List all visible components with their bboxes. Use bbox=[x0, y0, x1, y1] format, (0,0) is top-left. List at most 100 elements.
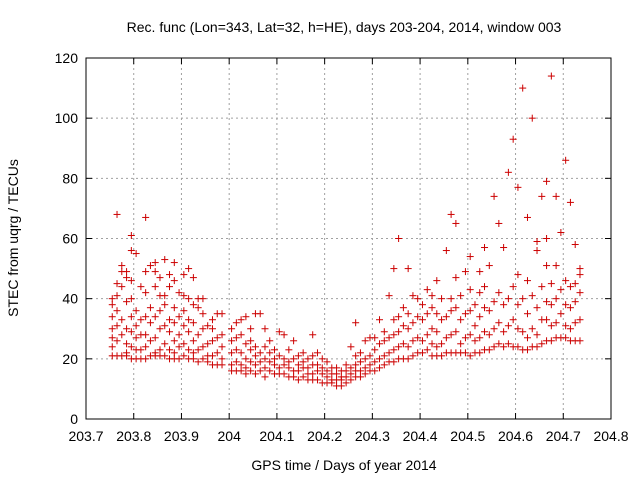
data-point bbox=[481, 283, 489, 291]
data-point bbox=[175, 355, 183, 363]
data-point bbox=[447, 307, 455, 315]
data-point bbox=[180, 322, 188, 330]
data-point bbox=[356, 349, 364, 357]
data-point bbox=[490, 298, 498, 306]
data-point bbox=[318, 364, 326, 372]
x-tick-label: 203.8 bbox=[116, 428, 151, 444]
data-point bbox=[313, 376, 321, 384]
data-point bbox=[247, 325, 255, 333]
data-point bbox=[514, 271, 522, 279]
data-point bbox=[175, 289, 183, 297]
data-point bbox=[313, 361, 321, 369]
data-point bbox=[495, 319, 503, 327]
data-point bbox=[247, 346, 255, 354]
x-tick-label: 204.7 bbox=[546, 428, 581, 444]
data-point bbox=[213, 334, 221, 342]
data-point bbox=[156, 274, 164, 282]
data-point bbox=[166, 328, 174, 336]
data-point bbox=[123, 274, 131, 282]
data-point bbox=[271, 355, 279, 363]
data-point bbox=[428, 340, 436, 348]
x-tick-label: 204.1 bbox=[259, 428, 294, 444]
data-point bbox=[509, 135, 517, 143]
data-point bbox=[194, 331, 202, 339]
data-point bbox=[342, 367, 350, 375]
data-point bbox=[142, 213, 150, 221]
data-point bbox=[452, 304, 460, 312]
data-point bbox=[495, 289, 503, 297]
data-point bbox=[547, 322, 555, 330]
data-point bbox=[237, 316, 245, 324]
data-point bbox=[232, 358, 240, 366]
data-point bbox=[166, 346, 174, 354]
data-point bbox=[266, 349, 274, 357]
data-point bbox=[481, 328, 489, 336]
data-point bbox=[208, 325, 216, 333]
data-point bbox=[538, 340, 546, 348]
data-point bbox=[127, 328, 135, 336]
data-point bbox=[237, 361, 245, 369]
data-point bbox=[199, 310, 207, 318]
data-point bbox=[576, 289, 584, 297]
data-point bbox=[428, 304, 436, 312]
data-point bbox=[418, 349, 426, 357]
data-point bbox=[237, 367, 245, 375]
data-point bbox=[390, 346, 398, 354]
data-point bbox=[576, 316, 584, 324]
data-point bbox=[576, 271, 584, 279]
y-tick-label: 20 bbox=[62, 351, 78, 367]
data-point bbox=[132, 307, 140, 315]
data-point bbox=[385, 292, 393, 300]
data-point bbox=[142, 343, 150, 351]
data-point bbox=[189, 319, 197, 327]
data-point bbox=[228, 349, 236, 357]
data-point bbox=[466, 352, 474, 360]
data-point bbox=[476, 268, 484, 276]
data-point bbox=[495, 219, 503, 227]
data-point bbox=[543, 177, 551, 185]
data-point bbox=[476, 349, 484, 357]
data-point bbox=[323, 358, 331, 366]
data-point bbox=[509, 283, 517, 291]
data-point bbox=[218, 343, 226, 351]
data-point bbox=[533, 238, 541, 246]
data-point bbox=[557, 310, 565, 318]
data-point bbox=[366, 352, 374, 360]
x-tick-label: 204.6 bbox=[498, 428, 533, 444]
data-point bbox=[142, 313, 150, 321]
data-point bbox=[132, 322, 140, 330]
data-point bbox=[204, 322, 212, 330]
data-point bbox=[127, 313, 135, 321]
data-point bbox=[185, 328, 193, 336]
data-point bbox=[275, 364, 283, 372]
data-point bbox=[543, 298, 551, 306]
data-point bbox=[242, 355, 250, 363]
data-point bbox=[146, 304, 154, 312]
data-point bbox=[352, 319, 360, 327]
data-point bbox=[118, 283, 126, 291]
data-point bbox=[509, 316, 517, 324]
data-point bbox=[166, 316, 174, 324]
data-point bbox=[371, 358, 379, 366]
data-point bbox=[485, 346, 493, 354]
data-point bbox=[523, 277, 531, 285]
data-point bbox=[428, 325, 436, 333]
data-point bbox=[504, 322, 512, 330]
data-point bbox=[557, 286, 565, 294]
data-point bbox=[504, 340, 512, 348]
data-point bbox=[552, 295, 560, 303]
data-point bbox=[313, 349, 321, 357]
data-point bbox=[490, 325, 498, 333]
data-point bbox=[199, 355, 207, 363]
data-point bbox=[333, 370, 341, 378]
data-point bbox=[514, 343, 522, 351]
data-point bbox=[146, 337, 154, 345]
data-point bbox=[151, 283, 159, 291]
data-point bbox=[452, 219, 460, 227]
data-point bbox=[170, 337, 178, 345]
data-point bbox=[251, 352, 259, 360]
data-point bbox=[566, 304, 574, 312]
data-point bbox=[481, 304, 489, 312]
data-point bbox=[118, 316, 126, 324]
data-point bbox=[442, 334, 450, 342]
